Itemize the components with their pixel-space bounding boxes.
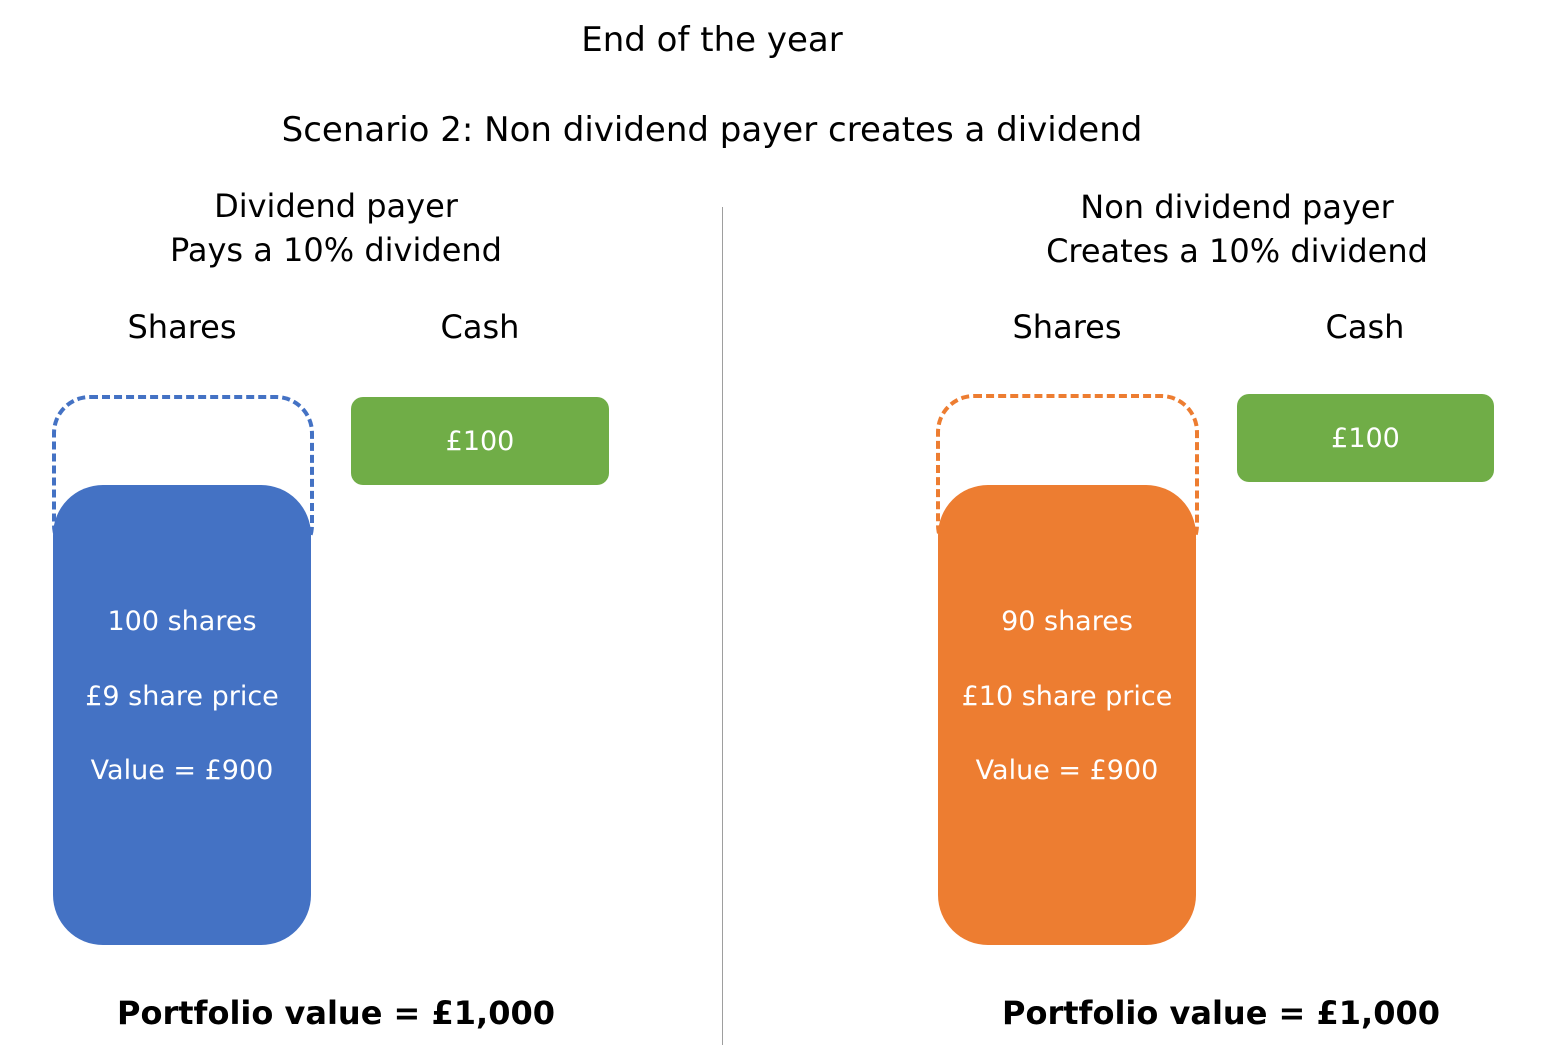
- left-cash-block: £100: [351, 397, 609, 485]
- right-portfolio-value: Portfolio value = £1,000: [1002, 994, 1440, 1032]
- scenario-subtitle: Scenario 2: Non dividend payer creates a…: [281, 110, 1143, 150]
- right-shares-label: Shares: [1012, 308, 1122, 346]
- right-shares-block: 90 shares £10 share price Value = £900: [938, 485, 1196, 945]
- right-share-price: £10 share price: [961, 681, 1173, 712]
- right-cash-label: Cash: [1325, 308, 1405, 346]
- right-heading-line2: Creates a 10% dividend: [1046, 232, 1428, 270]
- panel-divider: [722, 207, 723, 1045]
- left-heading-line1: Dividend payer: [214, 187, 458, 225]
- page-title: End of the year: [581, 20, 843, 60]
- left-cash-label: Cash: [440, 308, 520, 346]
- left-shares-block: 100 shares £9 share price Value = £900: [53, 485, 311, 945]
- left-shares-label: Shares: [127, 308, 237, 346]
- right-heading-line1: Non dividend payer: [1080, 188, 1394, 226]
- right-share-value: Value = £900: [975, 755, 1159, 786]
- left-heading-line2: Pays a 10% dividend: [170, 231, 502, 269]
- left-share-count: 100 shares: [107, 606, 257, 637]
- right-heading: Non dividend payer Creates a 10% dividen…: [1037, 185, 1437, 273]
- right-share-count: 90 shares: [1001, 606, 1133, 637]
- right-cash-block: £100: [1237, 394, 1494, 482]
- left-cash-value: £100: [445, 425, 515, 457]
- left-share-price: £9 share price: [85, 681, 279, 712]
- left-heading: Dividend payer Pays a 10% dividend: [136, 184, 536, 272]
- left-portfolio-value: Portfolio value = £1,000: [117, 994, 555, 1032]
- right-cash-value: £100: [1331, 422, 1400, 454]
- left-share-value: Value = £900: [90, 755, 274, 786]
